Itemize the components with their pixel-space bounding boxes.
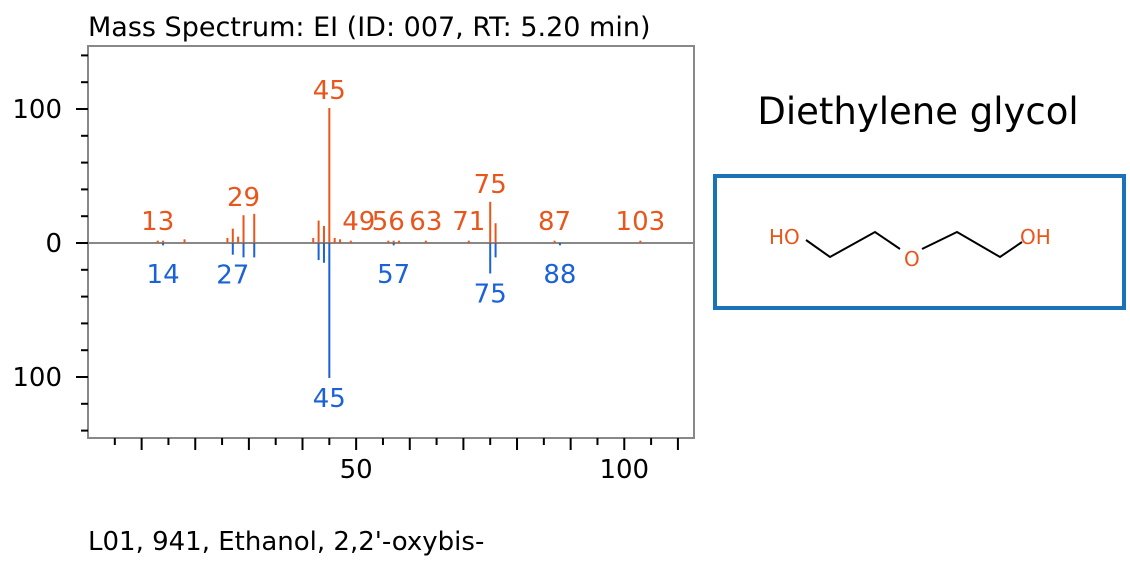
x-tick-label: 100 [599,455,649,485]
bottom-spectrum [162,243,561,378]
peak-bottom-label: 14 [147,260,180,290]
peak-bottom-label: 45 [313,384,346,414]
peak-top-label: 49 [342,207,375,237]
peak-top-label: 87 [538,207,571,237]
peak-top-label: 63 [409,207,442,237]
library-footer: L01, 941, Ethanol, 2,2'-oxybis- [88,527,484,557]
peak-bottom-label: 27 [216,261,249,291]
axes: 50 100 100 0 100 [12,54,694,485]
peak-top-label: 13 [141,207,174,237]
x-tick-label: 50 [340,455,373,485]
structure-bonds-right [921,230,1023,259]
peak-bottom-label: 57 [377,260,410,290]
y-tick-label: 100 [12,95,62,125]
atom-o: O [904,247,920,271]
peak-top-label: 75 [474,170,507,200]
peak-top-label: 103 [616,207,666,237]
y-tick-label: 100 [12,363,62,393]
peak-top-label: 71 [452,207,485,237]
structure-bonds-left [805,230,901,259]
atom-oh: OH [1020,225,1051,249]
atom-ho: HO [769,225,800,249]
structure-diagram: HO O OH [769,225,1051,271]
chart-title: Mass Spectrum: EI (ID: 007, RT: 5.20 min… [88,12,651,43]
compound-name: Diethylene glycol [757,90,1078,133]
peak-bottom-label: 75 [474,279,507,309]
peak-top-label: 56 [372,207,405,237]
y-tick-label: 0 [45,229,62,259]
top-spectrum [156,108,642,243]
peak-top-label: 45 [313,76,346,106]
structure-box [713,174,1126,310]
peak-bottom-label: 88 [543,260,576,290]
peak-top-label: 29 [227,183,260,213]
